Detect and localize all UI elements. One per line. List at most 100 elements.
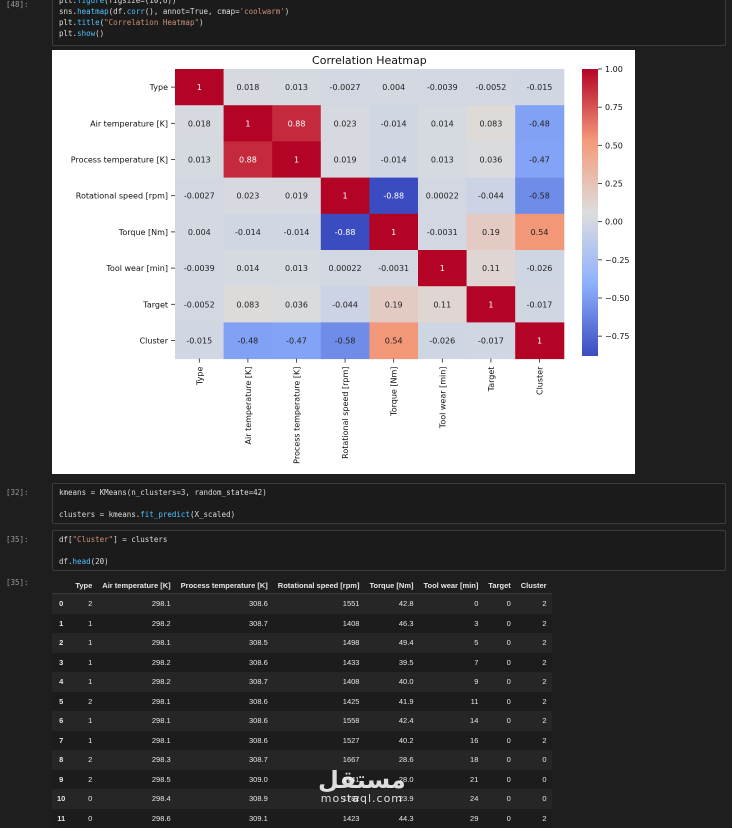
code-cell-assign-cluster-source[interactable]: df["Cluster"] = clusters df.head(20) [53, 531, 725, 567]
heatmap-cell [369, 105, 419, 142]
code-line[interactable] [59, 498, 719, 509]
table-cell: 0 [506, 716, 511, 726]
x-tick-label: Process temperature [K] [293, 367, 302, 464]
heatmap-cell [175, 105, 225, 142]
code-cell-kmeans-source[interactable]: kmeans = KMeans(n_clusters=3, random_sta… [53, 484, 725, 520]
table-cell: 0 [506, 657, 511, 667]
heatmap-cell [223, 250, 273, 287]
table-cell: 0 [88, 813, 93, 823]
cell-32-prompt: [32]: [6, 488, 29, 497]
code-line[interactable]: sns.heatmap(df.corr(), annot=True, cmap=… [59, 7, 290, 16]
table-cell: 39.5 [398, 657, 414, 667]
table-cell: 1498 [342, 638, 360, 648]
heatmap-cell [175, 250, 225, 287]
table-cell: 9 [474, 677, 479, 687]
table-cell: 1408 [342, 618, 360, 628]
heatmap-cell [223, 213, 273, 251]
cell-annotation: 0.88 [288, 119, 306, 128]
table-cell: 2 [88, 774, 93, 784]
cell-annotation: -0.026 [429, 337, 455, 346]
code-line[interactable]: kmeans = KMeans(n_clusters=3, random_sta… [59, 488, 267, 497]
cell-annotation: 0.004 [382, 83, 405, 92]
heatmap-cell [320, 177, 370, 215]
code-line[interactable] [59, 545, 719, 556]
code-line[interactable]: clusters = kmeans.fit_predict(X_scaled) [59, 510, 236, 519]
table-cell: 1408 [342, 677, 360, 687]
colorbar-tick-label: 0.75 [605, 103, 623, 112]
table-cell: 1 [88, 618, 93, 628]
colorbar-tick-label: 0.00 [605, 218, 623, 227]
heatmap-cell [272, 105, 322, 142]
cell-annotation: 0.036 [285, 300, 308, 309]
x-tick-label: Cluster [536, 366, 545, 395]
column-header: Process temperature [K] [180, 580, 268, 590]
heatmap-cell [223, 286, 273, 323]
cell-annotation: -0.044 [332, 300, 358, 309]
table-cell: 2 [542, 735, 547, 745]
code-cell-heatmap[interactable]: plt.figure(figsize=(10,6)) sns.heatmap(df… [52, 0, 726, 46]
code-cell-assign-cluster[interactable]: df["Cluster"] = clusters df.head(20) [52, 530, 726, 571]
cell-annotation: 0.88 [239, 156, 257, 165]
cell-annotation: 1 [294, 156, 299, 165]
heatmap-cell [418, 322, 468, 360]
table-cell: 298.4 [151, 794, 171, 804]
table-cell: 309.1 [249, 813, 268, 823]
code-line[interactable]: df.head(20) [59, 557, 109, 566]
cell-annotation: -0.0027 [184, 192, 215, 201]
table-cell: 298.1 [151, 696, 171, 706]
colorbar-tick-label: −0.75 [605, 332, 630, 341]
code-line[interactable]: plt.show() [59, 29, 105, 38]
y-tick-label: Type [149, 83, 168, 92]
table-cell: 0 [506, 638, 511, 648]
cell-annotation: 0.19 [385, 300, 403, 309]
y-tick-label: Target [142, 300, 168, 309]
heatmap-cell [223, 322, 273, 360]
code-line[interactable]: df["Cluster"] = clusters [59, 535, 168, 544]
heatmap-cell [466, 322, 516, 360]
row-index: 5 [59, 696, 64, 706]
table-cell: 0 [506, 735, 511, 745]
cell-annotation: -0.014 [381, 156, 407, 165]
table-cell: 1 [88, 657, 93, 667]
table-cell: 0 [88, 794, 93, 804]
table-cell: 298.6 [151, 813, 171, 823]
heatmap-cell [418, 69, 468, 106]
table-cell: 2 [542, 696, 547, 706]
cell-annotation: -0.0027 [330, 83, 361, 92]
heatmap-cell [369, 213, 419, 251]
code-line[interactable]: plt.figure(figsize=(10,6)) [59, 0, 177, 5]
cell-annotation: 1 [488, 300, 493, 309]
heatmap-cell [272, 322, 322, 360]
column-header: Target [488, 580, 511, 590]
cell-annotation: 1 [391, 228, 396, 237]
table-cell: 298.5 [151, 774, 171, 784]
heatmap-cell [175, 177, 225, 215]
table-cell: 298.1 [151, 638, 171, 648]
cell-annotation: -0.0039 [184, 264, 215, 273]
heatmap-cell [272, 177, 322, 215]
heatmap-cell [272, 286, 322, 323]
heatmap-cell [272, 141, 322, 179]
table-cell: 309.0 [249, 774, 268, 784]
table-cell: 308.7 [249, 677, 268, 687]
code-line[interactable]: plt.title("Correlation Heatmap") [59, 18, 204, 27]
colorbar [582, 69, 598, 356]
table-cell: 40.0 [398, 677, 414, 687]
row-index: 10 [57, 794, 66, 804]
code-cell-heatmap-source[interactable]: plt.figure(figsize=(10,6)) sns.heatmap(df… [53, 0, 725, 39]
cell-annotation: -0.58 [335, 337, 356, 346]
cell-annotation: -0.0031 [427, 228, 458, 237]
heatmap-cell [369, 322, 419, 360]
row-index: 6 [59, 716, 64, 726]
cell-annotation: 1 [537, 337, 542, 346]
cell-annotation: 0.00022 [426, 192, 459, 201]
cell-annotation: -0.026 [527, 264, 553, 273]
heatmap-cell [175, 69, 225, 106]
table-cell: 308.6 [249, 735, 268, 745]
cell-annotation: 0.083 [479, 119, 502, 128]
table-cell: 308.6 [249, 696, 268, 706]
heatmap-cell [320, 286, 370, 323]
table-cell: 308.6 [249, 716, 268, 726]
column-header: Type [75, 580, 93, 590]
code-cell-kmeans[interactable]: kmeans = KMeans(n_clusters=3, random_sta… [52, 483, 726, 524]
